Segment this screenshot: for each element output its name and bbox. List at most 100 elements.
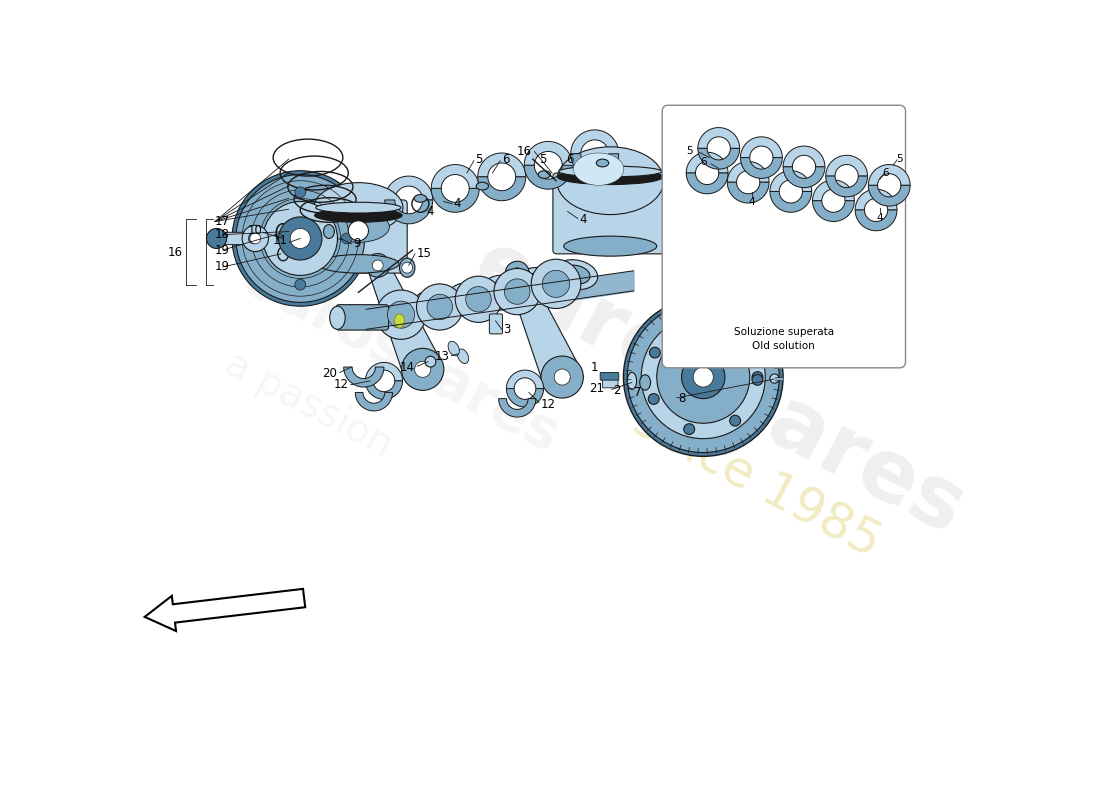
Text: Old solution: Old solution — [752, 342, 815, 351]
Circle shape — [372, 260, 383, 270]
Text: 9: 9 — [353, 238, 361, 250]
Ellipse shape — [415, 194, 427, 202]
Circle shape — [531, 259, 581, 309]
Circle shape — [249, 233, 260, 244]
Ellipse shape — [573, 153, 624, 186]
Polygon shape — [783, 146, 825, 167]
Ellipse shape — [421, 296, 451, 315]
Text: 5: 5 — [896, 154, 903, 164]
Circle shape — [770, 374, 779, 383]
Ellipse shape — [399, 258, 415, 278]
Polygon shape — [686, 152, 728, 173]
Circle shape — [278, 217, 322, 260]
Ellipse shape — [314, 182, 403, 233]
Circle shape — [232, 170, 368, 306]
FancyArrow shape — [145, 589, 305, 631]
Circle shape — [290, 229, 310, 249]
Polygon shape — [506, 370, 543, 389]
Circle shape — [263, 202, 338, 275]
Circle shape — [554, 369, 570, 385]
Polygon shape — [477, 153, 526, 177]
Polygon shape — [855, 189, 896, 210]
FancyBboxPatch shape — [601, 373, 619, 380]
Polygon shape — [431, 188, 480, 212]
Circle shape — [455, 276, 502, 322]
Polygon shape — [571, 154, 619, 178]
Circle shape — [641, 315, 766, 438]
Ellipse shape — [448, 342, 460, 356]
Text: eurospares: eurospares — [459, 224, 979, 553]
Text: 14: 14 — [400, 361, 415, 374]
Circle shape — [649, 347, 660, 358]
Ellipse shape — [328, 211, 389, 242]
Ellipse shape — [627, 373, 637, 390]
Text: 4: 4 — [580, 213, 586, 226]
Ellipse shape — [538, 170, 551, 178]
Text: 6: 6 — [700, 158, 706, 167]
Circle shape — [624, 298, 783, 456]
Ellipse shape — [318, 254, 399, 273]
Polygon shape — [740, 158, 782, 178]
Text: since 1985: since 1985 — [626, 396, 889, 566]
Ellipse shape — [553, 260, 597, 290]
Text: Soluzione superata: Soluzione superata — [734, 327, 834, 338]
Circle shape — [627, 302, 779, 453]
Text: 12: 12 — [540, 398, 556, 410]
Circle shape — [427, 294, 452, 320]
FancyBboxPatch shape — [310, 200, 407, 273]
Ellipse shape — [596, 159, 608, 167]
Ellipse shape — [378, 298, 424, 328]
Polygon shape — [367, 261, 441, 378]
Ellipse shape — [558, 169, 663, 185]
Circle shape — [402, 348, 444, 390]
Ellipse shape — [491, 281, 520, 299]
FancyBboxPatch shape — [603, 378, 618, 388]
FancyBboxPatch shape — [336, 305, 388, 330]
Ellipse shape — [330, 306, 345, 330]
Polygon shape — [431, 165, 480, 188]
Text: 8: 8 — [679, 392, 685, 405]
Polygon shape — [770, 191, 812, 212]
Text: 4: 4 — [877, 213, 883, 222]
Ellipse shape — [316, 202, 402, 213]
Polygon shape — [826, 176, 868, 197]
Ellipse shape — [386, 304, 416, 322]
Text: 11: 11 — [273, 234, 287, 247]
Ellipse shape — [456, 288, 485, 307]
Polygon shape — [813, 201, 855, 222]
Polygon shape — [697, 148, 739, 169]
Circle shape — [752, 372, 763, 382]
Text: 2: 2 — [614, 384, 620, 397]
Polygon shape — [697, 127, 739, 148]
Circle shape — [657, 331, 750, 423]
Circle shape — [376, 290, 426, 339]
Ellipse shape — [395, 314, 405, 328]
Text: 15: 15 — [417, 247, 431, 260]
Polygon shape — [740, 137, 782, 158]
Ellipse shape — [449, 283, 493, 313]
Text: 17: 17 — [214, 215, 230, 228]
Text: a passion: a passion — [218, 344, 398, 464]
Ellipse shape — [518, 267, 563, 298]
Text: 4: 4 — [749, 198, 756, 207]
Text: 7: 7 — [635, 386, 642, 399]
Circle shape — [693, 367, 713, 387]
Circle shape — [648, 394, 659, 404]
Circle shape — [417, 284, 463, 330]
Circle shape — [512, 268, 522, 278]
Polygon shape — [525, 142, 572, 166]
FancyBboxPatch shape — [490, 314, 503, 334]
Polygon shape — [826, 155, 868, 176]
Circle shape — [494, 269, 540, 314]
Ellipse shape — [483, 275, 528, 305]
Text: 1: 1 — [591, 361, 598, 374]
Text: 10: 10 — [248, 224, 263, 238]
Circle shape — [349, 221, 368, 241]
Text: 4: 4 — [453, 198, 461, 210]
Circle shape — [235, 174, 364, 302]
Text: 4: 4 — [426, 205, 433, 218]
Text: 3: 3 — [504, 323, 510, 336]
Polygon shape — [525, 166, 572, 189]
Circle shape — [505, 262, 529, 285]
Circle shape — [732, 330, 742, 341]
